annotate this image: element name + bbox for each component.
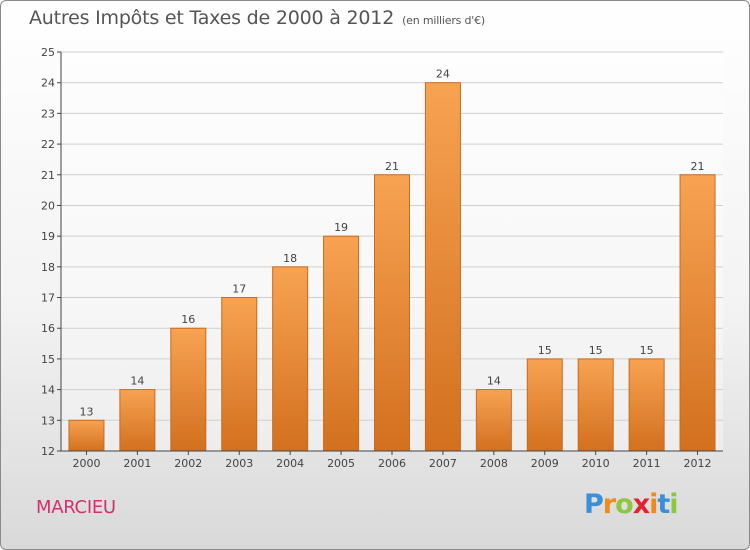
y-tick-label: 19 [41,230,55,243]
bar-2001 [119,389,156,452]
logo-letter: x [632,489,650,520]
x-tick-label-2011: 2011 [633,457,661,470]
value-label-2005: 19 [334,221,348,234]
y-tick-label: 16 [41,322,55,335]
value-label-2012: 21 [691,160,705,173]
bar-2003 [221,297,258,452]
y-tick-label: 25 [41,46,55,59]
value-label-2006: 21 [385,160,399,173]
value-label-2004: 18 [283,252,297,265]
bar-2006 [374,174,410,452]
x-tick-label-2010: 2010 [582,457,610,470]
logo-letter: i [649,489,658,520]
y-tick-label: 24 [41,77,55,90]
x-tick-label-2003: 2003 [225,457,253,470]
value-label-2007: 24 [436,68,450,81]
bar-2011 [628,358,665,452]
logo-letter: t [657,489,670,520]
bar-2005 [323,235,360,452]
logo-letter: i [669,489,678,520]
y-tick-label: 13 [41,414,55,427]
x-tick-label-2000: 2000 [72,457,100,470]
x-tick-label-2001: 2001 [123,457,151,470]
logo-letter: P [584,489,604,520]
bar-2004 [272,266,309,452]
bar-2007 [424,82,461,452]
x-tick-label-2005: 2005 [327,457,355,470]
bar-2002 [170,327,207,452]
bar-2008 [475,389,512,452]
y-tick-label: 21 [41,169,55,182]
chart-title: Autres Impôts et Taxes de 2000 à 2012 (en… [29,7,485,29]
y-tick-label: 20 [41,199,55,212]
logo-letter: o [615,489,634,520]
logo-letter: r [602,489,616,520]
proxiti-logo: Proxiti [584,489,679,520]
value-label-2001: 14 [130,375,144,388]
bar-2012 [679,174,716,452]
value-label-2009: 15 [538,344,552,357]
bar-2000 [68,419,105,452]
x-tick-label-2004: 2004 [276,457,304,470]
y-tick-label: 17 [41,292,55,305]
x-tick-label-2007: 2007 [429,457,457,470]
bar-2009 [526,358,563,452]
y-tick-label: 23 [41,107,55,120]
y-tick-label: 12 [41,445,55,458]
x-tick-label-2012: 2012 [684,457,712,470]
value-label-2000: 13 [79,405,93,418]
y-tick-label: 15 [41,353,55,366]
x-tick-label-2009: 2009 [531,457,559,470]
chart-unit: (en milliers d'€) [402,14,485,27]
y-tick-label: 22 [41,138,55,151]
value-label-2008: 14 [487,375,501,388]
value-label-2010: 15 [589,344,603,357]
bar-2010 [577,358,614,452]
x-tick-label-2008: 2008 [480,457,508,470]
chart-title-text: Autres Impôts et Taxes de 2000 à 2012 [29,7,395,29]
y-tick-label: 14 [41,384,55,397]
value-label-2011: 15 [640,344,654,357]
y-tick-label: 18 [41,261,55,274]
value-label-2003: 17 [232,283,246,296]
x-tick-label-2006: 2006 [378,457,406,470]
value-label-2002: 16 [181,313,195,326]
x-tick-label-2002: 2002 [174,457,202,470]
commune-name: MARCIEU [36,497,116,518]
